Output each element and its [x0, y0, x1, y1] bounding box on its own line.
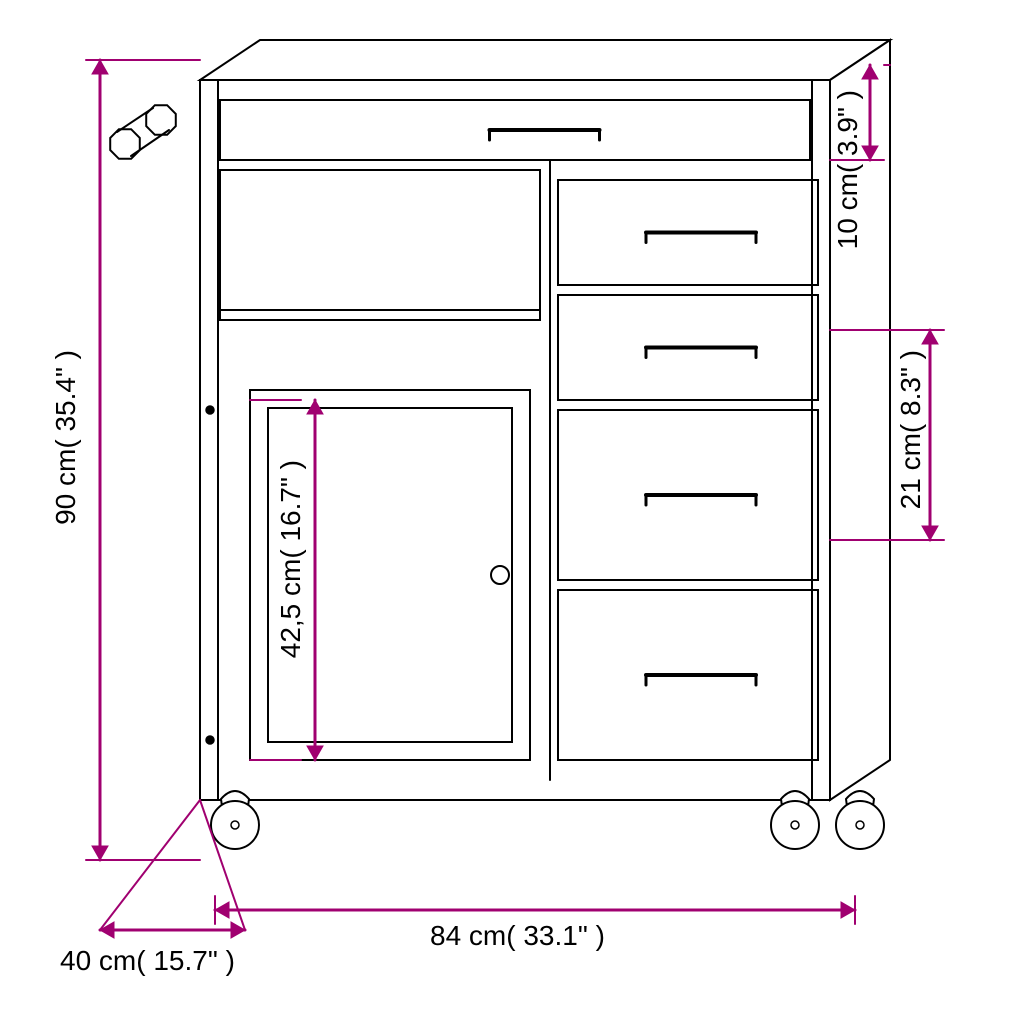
dim-label-depth: 40 cm( 15.7" ) — [60, 945, 235, 977]
dim-label-top-drawer-h: 10 cm( 3.9" ) — [832, 90, 864, 249]
dim-label-big-drawer-h: 21 cm( 8.3" ) — [895, 350, 927, 509]
dimension-drawing — [0, 0, 1024, 1024]
dim-label-door-height: 42,5 cm( 16.7" ) — [275, 460, 307, 658]
dim-label-height-total: 90 cm( 35.4" ) — [50, 350, 82, 525]
dim-label-width: 84 cm( 33.1" ) — [430, 920, 605, 952]
